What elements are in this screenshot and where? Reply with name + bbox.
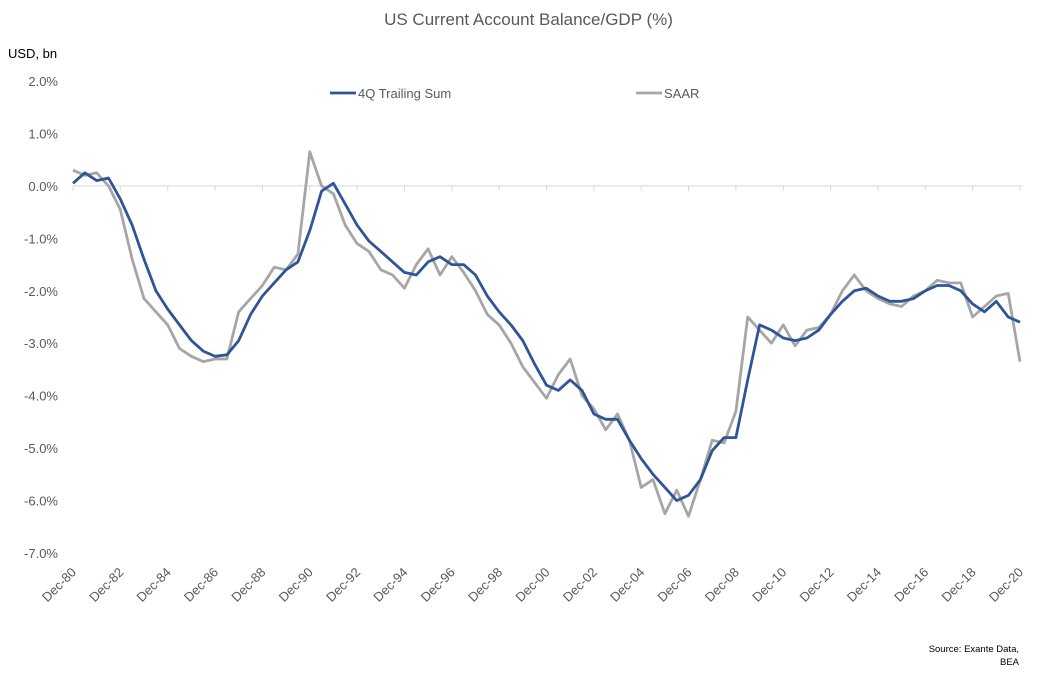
x-tick-label: Dec-92 (323, 565, 363, 605)
series-line-saar (72, 150, 1022, 518)
x-tick-label: Dec-04 (607, 565, 647, 605)
source-line-2: BEA (999, 657, 1019, 668)
x-tick-label: Dec-98 (465, 565, 505, 605)
chart-title: US Current Account Balance/GDP (%) (384, 10, 673, 29)
y-tick-label: 1.0% (28, 126, 58, 141)
x-tick-label: Dec-84 (134, 565, 174, 605)
y-axis-label: USD, bn (8, 46, 58, 61)
x-tick-label: Dec-18 (939, 565, 979, 605)
x-tick-label: Dec-96 (418, 565, 458, 605)
x-tick-label: Dec-20 (986, 565, 1026, 605)
y-tick-label: 0.0% (28, 179, 58, 194)
x-tick-label: Dec-00 (512, 565, 552, 605)
x-tick-label: Dec-82 (86, 565, 126, 605)
x-tick-label: Dec-80 (39, 565, 79, 605)
source-note: Source: Exante Data, BEA (929, 643, 1019, 669)
source-line-1: Source: Exante Data, (928, 644, 1019, 655)
y-tick-label: -2.0% (24, 284, 58, 299)
series-line-4q-trailing-sum (72, 171, 1021, 502)
x-tick-label: Dec-14 (844, 565, 884, 605)
x-tick-label: Dec-16 (891, 565, 931, 605)
x-tick-label: Dec-12 (796, 565, 836, 605)
x-tick-label: Dec-06 (654, 565, 694, 605)
y-tick-label: 2.0% (28, 74, 58, 89)
x-tick-label: Dec-02 (560, 565, 600, 605)
x-tick-label: Dec-88 (228, 565, 268, 605)
y-tick-label: -7.0% (24, 546, 58, 561)
x-tick-label: Dec-08 (702, 565, 742, 605)
y-tick-label: -1.0% (24, 231, 58, 246)
x-tick-label: Dec-90 (276, 565, 316, 605)
y-tick-label: -6.0% (24, 494, 58, 509)
x-tick-label: Dec-10 (749, 565, 789, 605)
x-tick-label: Dec-86 (181, 565, 221, 605)
y-tick-label: -3.0% (24, 336, 58, 351)
legend-label: 4Q Trailing Sum (358, 86, 451, 101)
y-tick-label: -5.0% (24, 441, 58, 456)
legend-label: SAAR (664, 86, 699, 101)
x-tick-label: Dec-94 (370, 565, 410, 605)
y-tick-label: -4.0% (24, 389, 58, 404)
